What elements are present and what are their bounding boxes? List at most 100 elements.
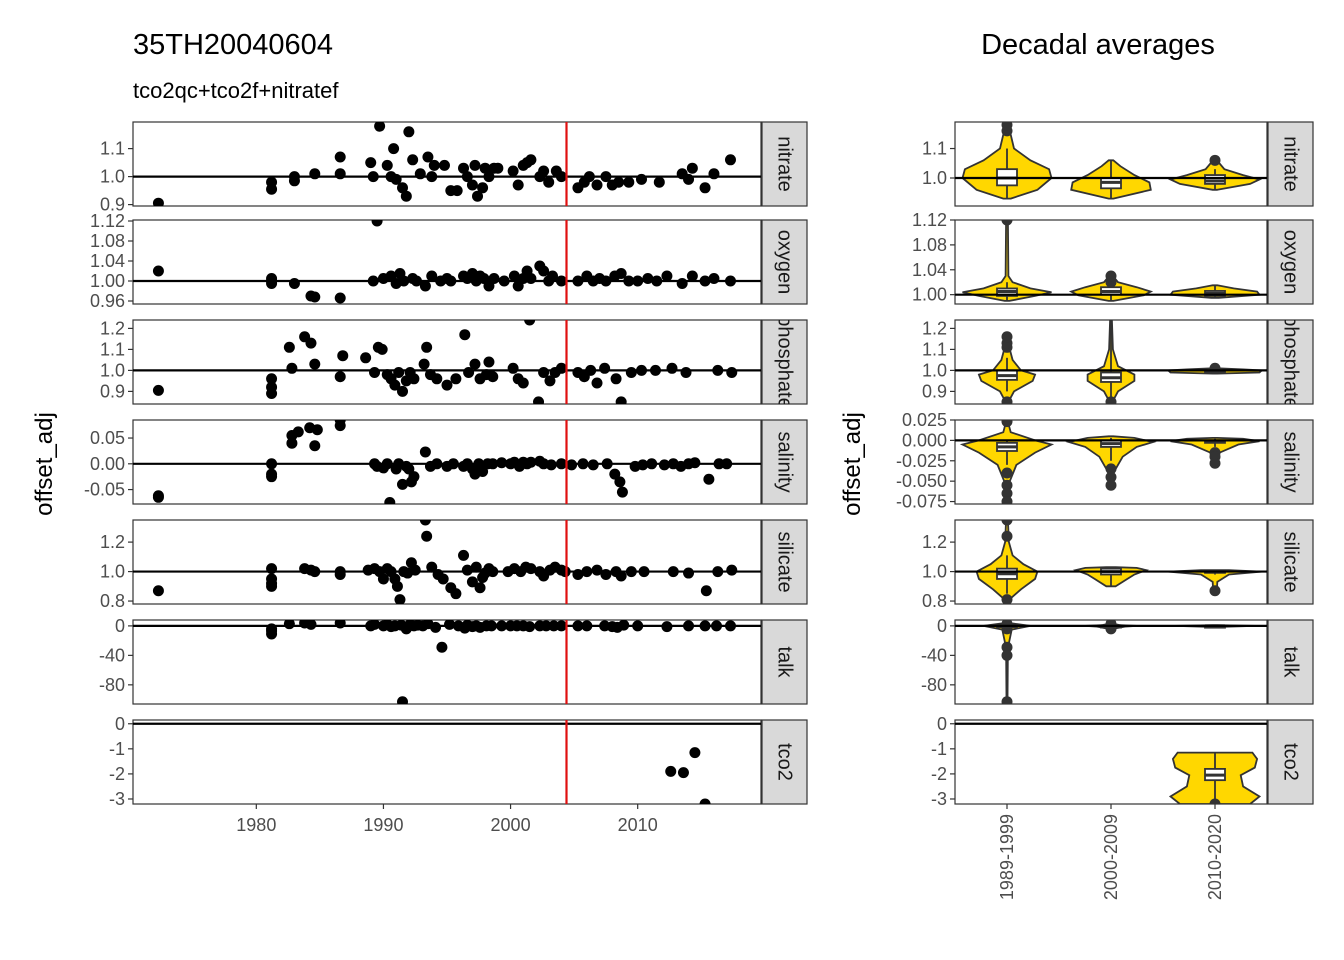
left-y-tick-label: 1.08: [90, 231, 125, 251]
data-point: [610, 373, 622, 385]
right-y-tick-label: 1.0: [922, 562, 947, 582]
data-point: [724, 275, 736, 287]
outlier-point: [1001, 122, 1013, 131]
outlier-point: [1105, 463, 1117, 475]
data-point: [525, 154, 537, 166]
right-strip-label: phosphate: [1280, 315, 1302, 408]
outlier-point: [1209, 585, 1221, 597]
data-point: [600, 171, 612, 183]
data-point: [419, 280, 431, 292]
data-point: [283, 341, 295, 353]
data-point: [421, 341, 433, 353]
data-point: [642, 273, 654, 284]
left-y-tick-label: -1: [109, 739, 125, 759]
data-point: [487, 566, 499, 578]
data-point: [403, 126, 415, 138]
data-point: [487, 371, 499, 383]
data-point: [653, 176, 665, 188]
data-point: [288, 278, 300, 289]
outlier-point: [1105, 471, 1117, 483]
data-point: [334, 620, 346, 629]
data-point: [525, 456, 537, 468]
data-point: [555, 458, 567, 470]
data-point: [286, 362, 298, 374]
data-point: [377, 573, 389, 585]
left-y-tick-label: 1.0: [100, 167, 125, 187]
data-point: [431, 458, 443, 470]
data-point: [661, 270, 673, 282]
data-point: [487, 458, 499, 470]
data-point: [388, 143, 400, 155]
data-point: [637, 459, 649, 471]
data-point: [437, 573, 449, 585]
data-point: [418, 358, 430, 370]
violin-panel-oxygen: oxygen 1.00 1.04 1.08 1.12: [912, 210, 1314, 305]
data-point: [391, 580, 403, 592]
right-y-tick-label: -3: [931, 789, 947, 809]
data-point: [469, 358, 481, 370]
data-point: [266, 471, 278, 483]
data-point: [309, 440, 321, 452]
data-point: [393, 367, 405, 378]
data-point: [572, 275, 584, 287]
data-point: [470, 561, 482, 573]
data-point: [292, 426, 304, 438]
outlier-point: [1001, 220, 1013, 226]
data-point: [632, 620, 644, 632]
data-point: [334, 420, 346, 426]
data-point: [632, 275, 644, 287]
data-point: [266, 580, 278, 592]
data-point: [591, 179, 603, 191]
data-point: [547, 270, 559, 282]
data-point: [447, 458, 459, 470]
data-point: [445, 275, 457, 287]
data-point: [658, 459, 670, 471]
left-strip-oxygen: [761, 219, 808, 305]
outlier-point: [1001, 530, 1013, 542]
violin-panel-content: [955, 520, 1267, 604]
right-y-tick-label: 1.0: [922, 168, 947, 188]
right-y-tick-label: 1.04: [912, 260, 947, 280]
scatter-panel-tco2: tco2 -3 -2 -1 0: [109, 714, 808, 809]
right-y-tick-label: -2: [931, 764, 947, 784]
left-panel-frame: [132, 219, 762, 305]
left-strip-nitrate: [761, 121, 808, 207]
outlier-point: [1001, 496, 1013, 504]
data-point: [371, 220, 383, 227]
data-point: [666, 362, 678, 374]
data-point: [651, 275, 663, 287]
data-point: [422, 151, 434, 163]
data-point: [544, 375, 556, 387]
left-y-tick-label: 1.2: [100, 532, 125, 552]
left-strip-label: talk: [774, 646, 796, 678]
outlier-point: [1001, 649, 1013, 661]
data-point: [334, 569, 346, 581]
data-point: [408, 471, 420, 483]
data-point: [334, 292, 346, 304]
data-point: [426, 561, 438, 573]
data-point: [615, 396, 627, 404]
left-strip-label: phosphate: [774, 315, 796, 408]
right-y-tick-label: -0.025: [896, 451, 947, 471]
outlier-point: [1001, 467, 1013, 479]
right-strip-nitrate: [1267, 121, 1314, 207]
outlier-point: [1001, 594, 1013, 604]
left-title: 35TH20040604: [133, 29, 333, 61]
data-point: [152, 585, 164, 597]
data-point: [430, 621, 442, 633]
data-point: [599, 362, 611, 374]
data-point: [613, 176, 625, 188]
data-point: [708, 273, 720, 284]
data-point: [726, 564, 738, 576]
data-point: [615, 268, 627, 279]
outlier-point: [1001, 479, 1013, 491]
left-y-tick-label: 1.04: [90, 251, 125, 271]
data-point: [459, 329, 471, 341]
data-point: [683, 567, 695, 579]
data-point: [585, 364, 597, 376]
data-point: [410, 275, 422, 287]
data-point: [365, 157, 377, 169]
data-point: [389, 379, 401, 391]
right-y-tick-label: -1: [931, 739, 947, 759]
data-point: [436, 641, 448, 653]
